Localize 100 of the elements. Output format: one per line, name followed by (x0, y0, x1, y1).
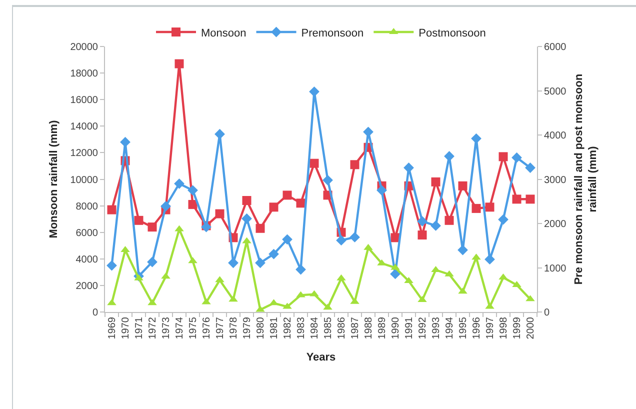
point (228, 258, 238, 268)
y2-axis-title: Pre monsoon rainfall and post monsoon rainfall (mm) (572, 74, 600, 285)
point (107, 205, 116, 214)
point (255, 258, 266, 268)
y2-tick-label: 6000 (544, 42, 567, 53)
point (147, 256, 158, 268)
point (526, 194, 535, 204)
y-tick-label: 20000 (70, 42, 98, 53)
point (472, 204, 481, 213)
point (512, 194, 522, 204)
x-tick-label: 1980 (256, 316, 266, 340)
x-tick-label: 1986 (336, 316, 348, 340)
point (268, 248, 279, 260)
point (148, 222, 157, 232)
y2-tick-label: 5000 (544, 86, 567, 98)
x-tick-label: 1973 (161, 316, 172, 340)
point (376, 185, 387, 196)
point (390, 268, 400, 280)
y2-tick-label: 1000 (544, 263, 567, 274)
point (214, 128, 225, 140)
point (296, 264, 306, 275)
point (174, 178, 184, 189)
y-tick-label: 6000 (76, 228, 98, 239)
y-axis-title: Monsoon rainfall (mm) (48, 120, 60, 238)
point (282, 234, 292, 245)
x-tick-label: 1993 (431, 316, 442, 340)
y-tick-label: 10000 (70, 174, 98, 186)
x-tick-label: 1983 (296, 316, 307, 340)
point (215, 209, 224, 218)
point (188, 200, 198, 209)
x-axis-title: Years (306, 351, 336, 364)
x-tick-label: 1976 (202, 316, 212, 340)
point (322, 174, 333, 186)
point (256, 224, 265, 233)
y2-tick-label: 2000 (544, 219, 567, 230)
x-tick-label: 1991 (404, 316, 415, 340)
point (282, 190, 292, 200)
x-tick-label: 1989 (377, 316, 388, 340)
point (458, 244, 468, 256)
x-tick-label: 1985 (323, 316, 334, 340)
point (336, 235, 346, 246)
y2-tick-label: 4000 (544, 130, 567, 142)
point (106, 260, 117, 271)
x-tick-label: 1972 (148, 316, 158, 340)
x-tick-label: 1984 (310, 316, 320, 340)
x-tick-label: 1978 (228, 316, 240, 340)
point (134, 216, 144, 225)
legend-label: Premonsoon (301, 27, 364, 40)
point (310, 158, 319, 168)
x-tick-label: 1996 (472, 316, 482, 340)
point (309, 86, 320, 97)
point (404, 162, 414, 173)
y2-tick-label: 0 (544, 308, 550, 318)
point (485, 202, 494, 212)
x-tick-label: 1970 (120, 316, 132, 340)
y2-tick-label: 3000 (544, 174, 567, 186)
point (417, 216, 428, 226)
point (498, 152, 508, 162)
legend-label: Monsoon (201, 27, 246, 40)
point (431, 177, 440, 186)
x-tick-label: 1998 (498, 316, 510, 340)
point (430, 220, 441, 231)
point (512, 152, 522, 163)
point (120, 136, 130, 148)
legend-label: Postmonsoon (418, 27, 486, 40)
x-tick-label: 1981 (269, 316, 280, 340)
x-tick-label: 1987 (350, 316, 361, 340)
x-tick-label: 1971 (134, 316, 145, 340)
point (160, 201, 171, 212)
x-tick-label: 1988 (364, 316, 374, 340)
point (525, 162, 536, 173)
x-tick-label: 1997 (485, 316, 496, 340)
point (444, 151, 454, 162)
point (188, 185, 198, 196)
point (350, 232, 360, 242)
point (269, 202, 278, 212)
point (296, 198, 306, 208)
y-tick-label: 4000 (76, 254, 98, 266)
point (242, 196, 252, 205)
y-tick-label: 2000 (76, 280, 98, 292)
x-tick-label: 1974 (174, 316, 186, 340)
x-tick-label: 1994 (444, 316, 456, 340)
x-tick-label: 1990 (390, 316, 402, 340)
point (242, 213, 252, 224)
x-tick-label: 1977 (215, 316, 226, 340)
x-tick-label: 1979 (242, 316, 253, 340)
x-tick-label: 1995 (458, 316, 469, 340)
point (484, 254, 495, 265)
point (174, 59, 184, 68)
x-tick-label: 1969 (107, 316, 118, 340)
y-tick-label: 12000 (70, 148, 98, 160)
x-tick-label: 2000 (526, 316, 536, 340)
y-tick-label: 16000 (70, 95, 98, 106)
x-tick-label: 1992 (418, 316, 428, 340)
point (471, 133, 482, 144)
x-tick-label: 1975 (188, 316, 199, 340)
x-tick-label: 1982 (282, 316, 294, 340)
y-tick-label: 18000 (70, 68, 98, 80)
point (458, 181, 468, 190)
y-tick-label: 0 (92, 308, 98, 318)
